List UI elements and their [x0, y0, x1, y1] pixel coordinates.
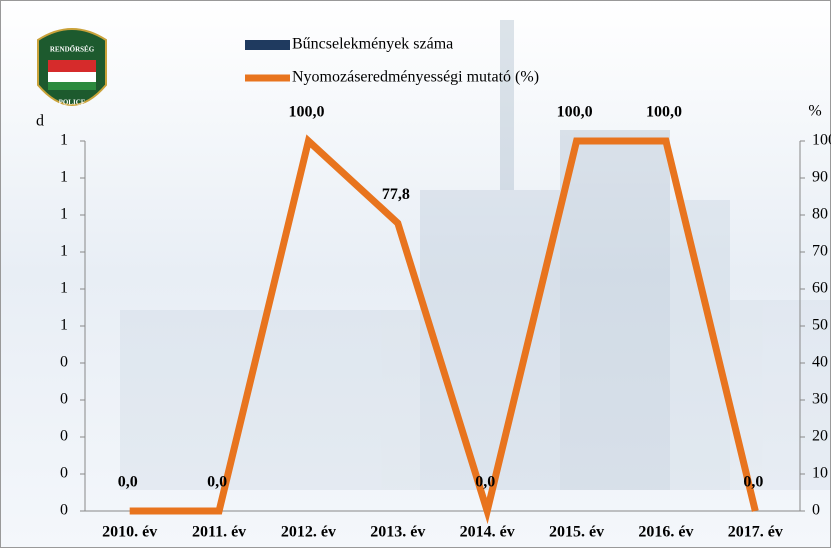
y2-tick-label: 100	[812, 132, 831, 149]
legend-label: Nyomozáseredményességi mutató (%)	[292, 69, 539, 86]
x-tick-label: 2016. év	[638, 524, 693, 541]
y-tick-label: 1	[60, 317, 68, 334]
y-axis-label: d	[36, 113, 44, 130]
y-tick-label: 0	[60, 465, 68, 482]
y2-tick-label: 0	[812, 502, 820, 519]
y-tick-label: 1	[60, 280, 68, 297]
y2-tick-label: 30	[812, 391, 828, 408]
y-tick-label: 1	[60, 243, 68, 260]
x-tick-label: 2015. év	[549, 524, 604, 541]
y2-tick-label: 10	[812, 465, 828, 482]
data-label: 100,0	[557, 104, 593, 121]
data-label: 0,0	[207, 474, 227, 491]
data-label: 100,0	[288, 104, 324, 121]
x-tick-label: 2014. év	[460, 524, 515, 541]
y-tick-label: 1	[60, 169, 68, 186]
x-tick-label: 2013. év	[370, 524, 425, 541]
x-tick-label: 2011. év	[192, 524, 246, 541]
y2-tick-label: 70	[812, 243, 828, 260]
data-label: 0,0	[118, 474, 138, 491]
data-label: 77,8	[382, 186, 410, 203]
logo: RENDŐRSÉG POLICE	[38, 29, 106, 107]
legend-label: Bűncselekmények száma	[292, 36, 453, 53]
x-tick-label: 2012. év	[281, 524, 336, 541]
y2-tick-label: 50	[812, 317, 828, 334]
y2-tick-label: 90	[812, 169, 828, 186]
y2-tick-label: 80	[812, 206, 828, 223]
data-label: 0,0	[743, 474, 763, 491]
y-tick-label: 1	[60, 132, 68, 149]
logo-top: RENDŐRSÉG	[50, 46, 95, 54]
y-tick-label: 0	[60, 354, 68, 371]
y-tick-label: 0	[60, 502, 68, 519]
x-tick-label: 2017. év	[728, 524, 783, 541]
y-tick-label: 0	[60, 428, 68, 445]
data-label: 100,0	[646, 104, 682, 121]
logo-bottom: POLICE	[59, 99, 86, 107]
y2-tick-label: 20	[812, 428, 828, 445]
y-tick-label: 0	[60, 391, 68, 408]
y2-tick-label: 40	[812, 354, 828, 371]
y2-tick-label: 60	[812, 280, 828, 297]
x-tick-label: 2010. év	[102, 524, 157, 541]
y-tick-label: 1	[60, 206, 68, 223]
chart: RENDŐRSÉG POLICE d % 0000011111101020304…	[0, 0, 831, 548]
data-label: 0,0	[475, 474, 495, 491]
y2-axis-label: %	[808, 103, 821, 120]
legend-swatch	[245, 40, 290, 50]
